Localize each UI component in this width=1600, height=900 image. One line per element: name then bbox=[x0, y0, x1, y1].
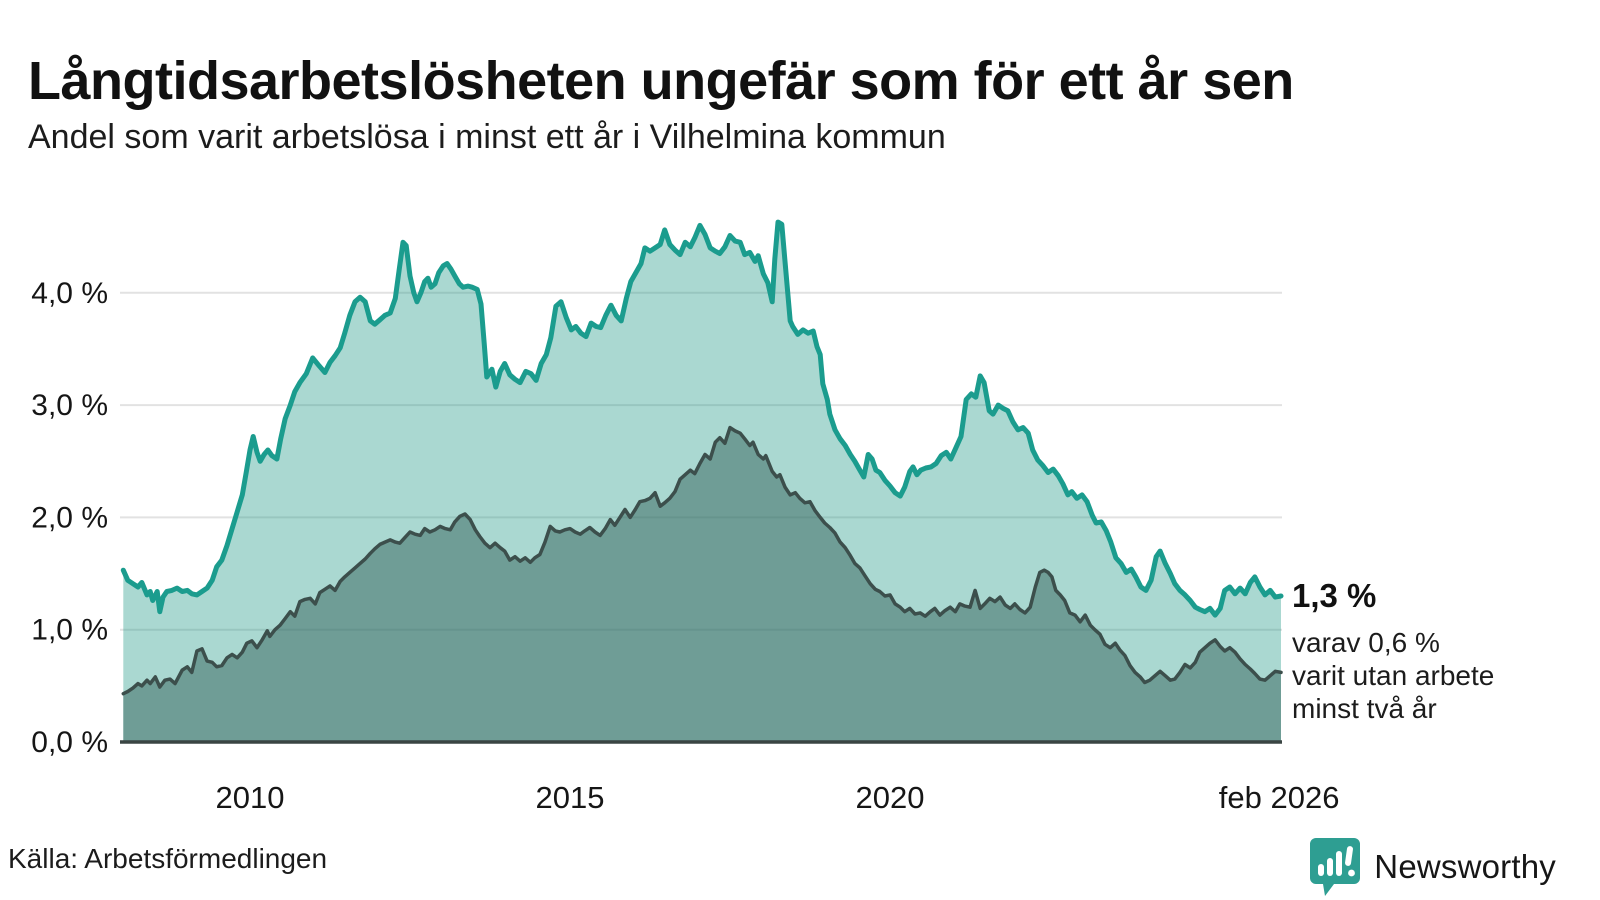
latest-value-detail: varav 0,6 % varit utan arbete minst två … bbox=[1292, 626, 1495, 724]
x-tick-label: 2020 bbox=[856, 780, 925, 815]
x-tick-label: 2015 bbox=[536, 780, 605, 815]
x-tick-label: 2010 bbox=[216, 780, 285, 815]
line-two-year bbox=[121, 425, 1283, 696]
x-tick-label: feb 2026 bbox=[1219, 780, 1340, 815]
newsworthy-bubble-chart-icon bbox=[1310, 838, 1361, 896]
latest-value-annotation: 1,3 % varav 0,6 % varit utan arbete mins… bbox=[1292, 576, 1592, 725]
line-one-year bbox=[120, 219, 1284, 618]
newsworthy-logo: Newsworthy bbox=[1308, 836, 1556, 898]
y-tick-label: 4,0 % bbox=[31, 277, 108, 310]
page-subtitle: Andel som varit arbetslösa i minst ett å… bbox=[28, 118, 946, 156]
y-tick-label: 3,0 % bbox=[31, 389, 108, 422]
area-two-year bbox=[123, 427, 1281, 742]
latest-value-label: 1,3 % bbox=[1292, 577, 1377, 614]
y-tick-label: 0,0 % bbox=[31, 726, 108, 759]
newsworthy-wordmark: Newsworthy bbox=[1374, 848, 1556, 885]
y-tick-label: 2,0 % bbox=[31, 501, 108, 534]
y-tick-label: 1,0 % bbox=[31, 614, 108, 647]
source-note: Källa: Arbetsförmedlingen bbox=[8, 843, 328, 874]
page-title: Långtidsarbetslösheten ungefär som för e… bbox=[28, 51, 1294, 112]
